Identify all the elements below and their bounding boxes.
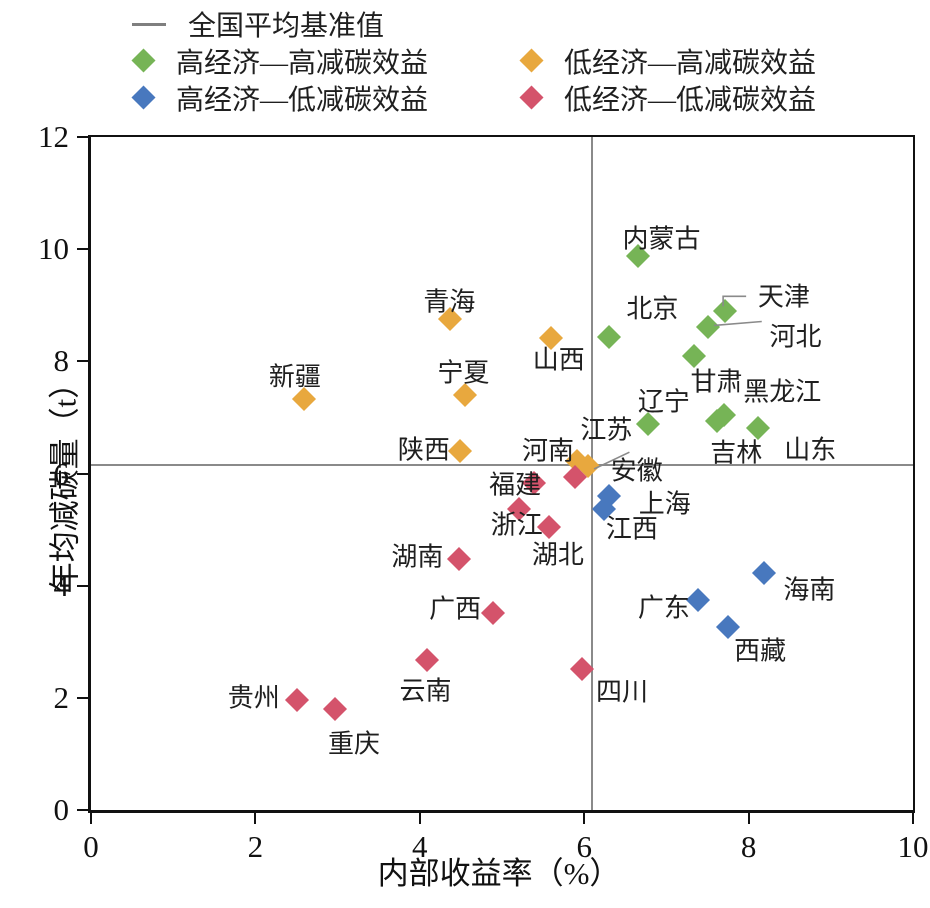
point-label-贵州: 贵州: [227, 683, 280, 713]
point-label-云南: 云南: [399, 676, 452, 706]
legend: 全国平均基准值 高经济—高减碳效益 低经济—高减碳效益高经济—低减碳效益 低经济—低…: [131, 6, 817, 116]
data-point-山东: [746, 415, 771, 440]
point-label-广东: 广东: [637, 592, 690, 622]
legend-items: 高经济—高减碳效益 低经济—高减碳效益高经济—低减碳效益 低经济—低减碳效益: [131, 42, 817, 116]
point-label-内蒙古: 内蒙古: [622, 223, 701, 253]
baseline-horizontal: [91, 464, 913, 467]
x-tick: [418, 813, 421, 824]
x-tick-label: 10: [897, 829, 929, 864]
data-point-河北: [696, 314, 721, 339]
data-point-云南: [415, 648, 440, 673]
x-tick: [747, 813, 750, 824]
point-label-陕西: 陕西: [397, 435, 450, 465]
legend-item-label: 高经济—高减碳效益: [176, 47, 429, 79]
y-tick-label: 4: [53, 567, 70, 603]
point-label-重庆: 重庆: [328, 729, 381, 759]
data-point-陕西: [448, 439, 473, 464]
legend-item-0: 高经济—高减碳效益: [131, 42, 520, 79]
x-tick: [90, 813, 92, 824]
point-label-山西: 山西: [532, 344, 585, 374]
point-label-天津: 天津: [757, 282, 810, 312]
legend-diamond-icon: [131, 48, 156, 73]
legend-item-2: 高经济—低减碳效益: [131, 79, 520, 116]
y-tick: [77, 248, 88, 251]
point-label-青海: 青海: [423, 287, 476, 317]
data-point-重庆: [323, 697, 348, 722]
y-tick-label: 0: [53, 792, 70, 827]
legend-diamond-icon: [519, 85, 544, 110]
legend-item-label: 低经济—低减碳效益: [564, 84, 817, 116]
data-point-西藏: [716, 614, 741, 639]
point-label-四川: 四川: [595, 677, 649, 707]
point-label-山东: 山东: [784, 435, 837, 465]
y-axis-title: 年均减碳量（t）: [47, 367, 83, 594]
point-label-宁夏: 宁夏: [437, 357, 490, 387]
point-label-新疆: 新疆: [268, 362, 321, 392]
y-tick: [77, 696, 88, 699]
point-label-广西: 广西: [429, 594, 482, 624]
data-point-广西: [480, 600, 505, 625]
y-tick: [77, 809, 88, 811]
point-label-湖北: 湖北: [531, 540, 584, 570]
y-tick-label: 2: [53, 679, 70, 715]
data-point-湖南: [447, 546, 472, 571]
x-tick: [254, 813, 257, 824]
data-point-贵州: [285, 687, 310, 712]
point-label-河北: 河北: [769, 322, 822, 352]
x-tick-label: 0: [83, 829, 99, 864]
point-label-河南: 河南: [522, 436, 575, 466]
point-label-江苏: 江苏: [580, 415, 633, 445]
legend-baseline-label: 全国平均基准值: [188, 11, 385, 42]
y-tick-label: 8: [53, 343, 70, 379]
data-point-北京: [596, 325, 621, 350]
y-tick: [77, 584, 88, 587]
point-label-江西: 江西: [605, 514, 658, 544]
y-tick: [77, 472, 88, 475]
legend-baseline-row: 全国平均基准值: [132, 6, 816, 42]
y-tick-label: 10: [38, 231, 69, 267]
point-label-海南: 海南: [783, 574, 836, 604]
x-axis-title: 内部收益率（%）: [377, 856, 621, 891]
y-tick-label: 6: [53, 455, 70, 491]
x-tick-label: 2: [247, 829, 264, 864]
point-label-上海: 上海: [638, 489, 691, 519]
y-tick-label: 12: [38, 119, 69, 154]
data-point-天津: [712, 299, 737, 324]
x-tick-label: 4: [412, 829, 428, 864]
legend-item-3: 低经济—低减碳效益: [519, 79, 817, 116]
plot-area: 0 2 4 6 8 10 0 2 4 6 8 10 12 内蒙古北京 天津河北 甘肃 黑龙江吉林 辽宁山东 新疆 青海…: [38, 119, 929, 864]
point-label-甘肃: 甘肃: [690, 367, 743, 397]
point-label-辽宁: 辽宁: [637, 387, 690, 417]
x-tick-label: 8: [740, 829, 757, 864]
data-point-甘肃: [681, 344, 706, 369]
legend-item-label: 高经济—低减碳效益: [176, 84, 429, 116]
point-label-北京: 北京: [626, 293, 679, 323]
legend-diamond-icon: [131, 85, 156, 110]
point-label-湖南: 湖南: [391, 542, 444, 572]
data-point-海南: [752, 560, 777, 585]
point-label-安徽: 安徽: [610, 456, 663, 486]
x-tick-label: 6: [576, 829, 592, 864]
point-label-西藏: 西藏: [734, 636, 787, 666]
data-point-四川: [569, 657, 594, 682]
data-point-广东: [686, 587, 711, 612]
point-label-浙江: 浙江: [490, 510, 543, 540]
point-label-黑龙江: 黑龙江: [743, 377, 822, 407]
legend-diamond-icon: [519, 48, 544, 73]
baseline-line-swatch: [132, 22, 166, 26]
point-label-福建: 福建: [489, 470, 542, 500]
x-tick: [912, 813, 914, 824]
x-tick: [583, 813, 586, 824]
y-tick: [77, 136, 88, 138]
legend-item-1: 低经济—高减碳效益: [519, 42, 817, 79]
point-label-吉林: 吉林: [710, 438, 763, 468]
callout-line-河北: [714, 320, 762, 327]
legend-item-label: 低经济—高减碳效益: [564, 47, 817, 79]
y-tick: [77, 360, 88, 363]
